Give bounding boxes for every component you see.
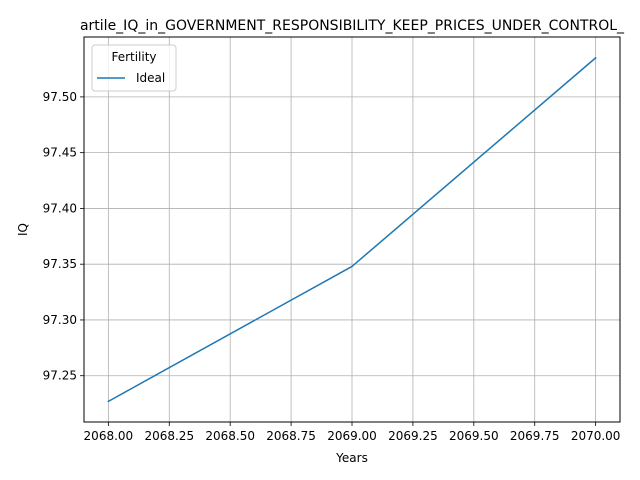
series-line-ideal (107, 56, 597, 403)
legend-entry-ideal: Ideal (136, 71, 165, 85)
legend-title: Fertility (111, 50, 156, 64)
x-tick-label: 2068.50 (205, 429, 255, 443)
x-tick-label: 2068.25 (144, 429, 194, 443)
y-tick-label: 97.35 (43, 257, 77, 271)
series-layer (107, 56, 597, 403)
x-tick-label: 2069.50 (449, 429, 499, 443)
x-tick-label: 2068.00 (84, 429, 134, 443)
chart-title: artile_IQ_in_GOVERNMENT_RESPONSIBILITY_K… (80, 18, 625, 34)
legend-box (91, 44, 177, 92)
x-tick-label: 2068.75 (266, 429, 316, 443)
y-axis: 97.25 97.30 97.35 97.40 97.45 97.50 (43, 90, 84, 383)
y-tick-label: 97.30 (43, 313, 77, 327)
grid (84, 37, 620, 422)
y-tick-label: 97.45 (43, 146, 77, 160)
x-tick-label: 2069.00 (327, 429, 377, 443)
y-tick-label: 97.40 (43, 201, 77, 215)
x-tick-label: 2069.25 (388, 429, 438, 443)
x-axis: 2068.00 2068.25 2068.50 2068.75 2069.00 2069.… (84, 422, 621, 443)
y-axis-label: IQ (16, 223, 30, 236)
legend: Fertility Ideal (91, 44, 177, 92)
x-axis-label: Years (335, 451, 368, 465)
x-tick-label: 2069.75 (510, 429, 560, 443)
y-tick-label: 97.50 (43, 90, 77, 104)
x-tick-label: 2070.00 (571, 429, 621, 443)
y-tick-label: 97.25 (43, 369, 77, 383)
